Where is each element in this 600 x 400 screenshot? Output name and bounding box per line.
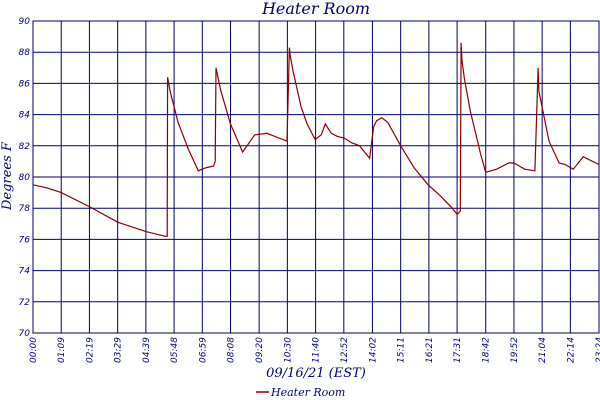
y-tick-label: 80 <box>19 173 31 183</box>
series-line-heater-room <box>32 42 600 237</box>
x-axis-label: 09/16/21 (EST) <box>266 366 366 381</box>
x-tick-label: 18:42 <box>482 337 492 363</box>
y-tick-label: 84 <box>19 111 31 121</box>
legend: Heater Room <box>256 386 345 399</box>
x-tick-label: 01:09 <box>57 337 67 363</box>
x-tick-label: 14:02 <box>368 337 378 363</box>
x-tick-label: 02:19 <box>85 337 95 363</box>
x-tick-label: 16:21 <box>425 337 435 363</box>
x-tick-label: 15:11 <box>397 337 407 363</box>
x-tick-label: 00:00 <box>29 337 39 363</box>
x-tick-label: 12:52 <box>340 337 350 363</box>
x-tick-label: 17:31 <box>453 337 463 363</box>
x-tick-label: 19:52 <box>510 337 520 363</box>
x-tick-label: 21:04 <box>538 337 548 363</box>
x-tick-label: 09:20 <box>255 337 265 363</box>
y-tick-label: 70 <box>19 329 31 339</box>
y-tick-label: 86 <box>19 79 31 89</box>
plot-area: 70 72 74 76 78 80 82 84 86 88 90 00:00 01:09 02:19 03:… <box>19 17 600 363</box>
y-tick-label: 82 <box>19 142 31 152</box>
x-tick-label: 23:24 <box>595 337 600 363</box>
y-tick-label: 90 <box>19 17 31 27</box>
x-tick-label: 22:14 <box>566 337 576 363</box>
legend-label: Heater Room <box>270 386 345 399</box>
x-tick-label: 04:39 <box>142 337 152 363</box>
x-tick-label: 11:40 <box>312 337 322 363</box>
y-tick-label: 72 <box>19 298 31 308</box>
y-tick-label: 88 <box>19 48 31 58</box>
x-tick-label: 06:59 <box>198 337 208 363</box>
chart-title: Heater Room <box>261 0 370 18</box>
y-axis-label: Degrees F <box>0 141 15 211</box>
x-tick-label: 03:29 <box>114 337 124 363</box>
x-tick-label: 05:48 <box>170 337 180 363</box>
y-tick-label: 78 <box>19 204 31 214</box>
y-tick-label: 76 <box>19 235 31 245</box>
x-tick-label: 10:30 <box>283 337 293 363</box>
y-tick-label: 74 <box>19 267 31 277</box>
x-tick-label: 08:08 <box>227 337 237 363</box>
